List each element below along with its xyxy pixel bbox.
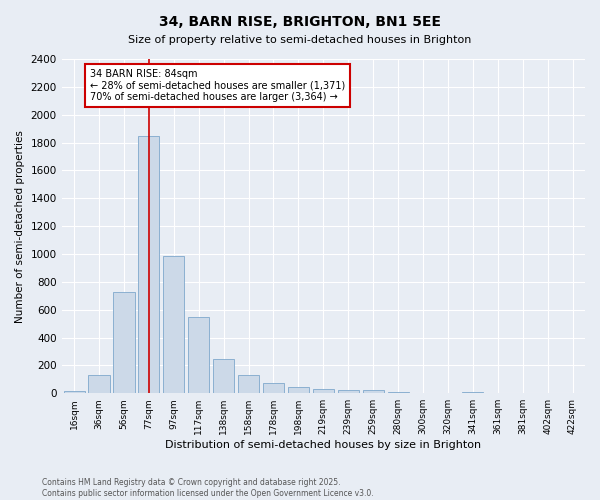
Bar: [238, 375, 259, 393]
Y-axis label: Number of semi-detached properties: Number of semi-detached properties: [15, 130, 25, 322]
Bar: [462, 392, 484, 393]
Bar: [263, 384, 284, 393]
Text: Contains HM Land Registry data © Crown copyright and database right 2025.
Contai: Contains HM Land Registry data © Crown c…: [42, 478, 374, 498]
Bar: [412, 392, 434, 393]
Bar: [313, 389, 334, 393]
Bar: [388, 392, 409, 393]
Bar: [338, 390, 359, 393]
Text: 34, BARN RISE, BRIGHTON, BN1 5EE: 34, BARN RISE, BRIGHTON, BN1 5EE: [159, 15, 441, 29]
Bar: [163, 256, 184, 393]
Bar: [64, 391, 85, 393]
Bar: [88, 375, 110, 393]
Text: 34 BARN RISE: 84sqm
← 28% of semi-detached houses are smaller (1,371)
70% of sem: 34 BARN RISE: 84sqm ← 28% of semi-detach…: [89, 68, 345, 102]
Bar: [362, 390, 384, 393]
Bar: [113, 292, 134, 393]
Bar: [213, 358, 234, 393]
Bar: [138, 136, 160, 393]
Text: Size of property relative to semi-detached houses in Brighton: Size of property relative to semi-detach…: [128, 35, 472, 45]
Bar: [288, 387, 309, 393]
X-axis label: Distribution of semi-detached houses by size in Brighton: Distribution of semi-detached houses by …: [165, 440, 481, 450]
Bar: [188, 316, 209, 393]
